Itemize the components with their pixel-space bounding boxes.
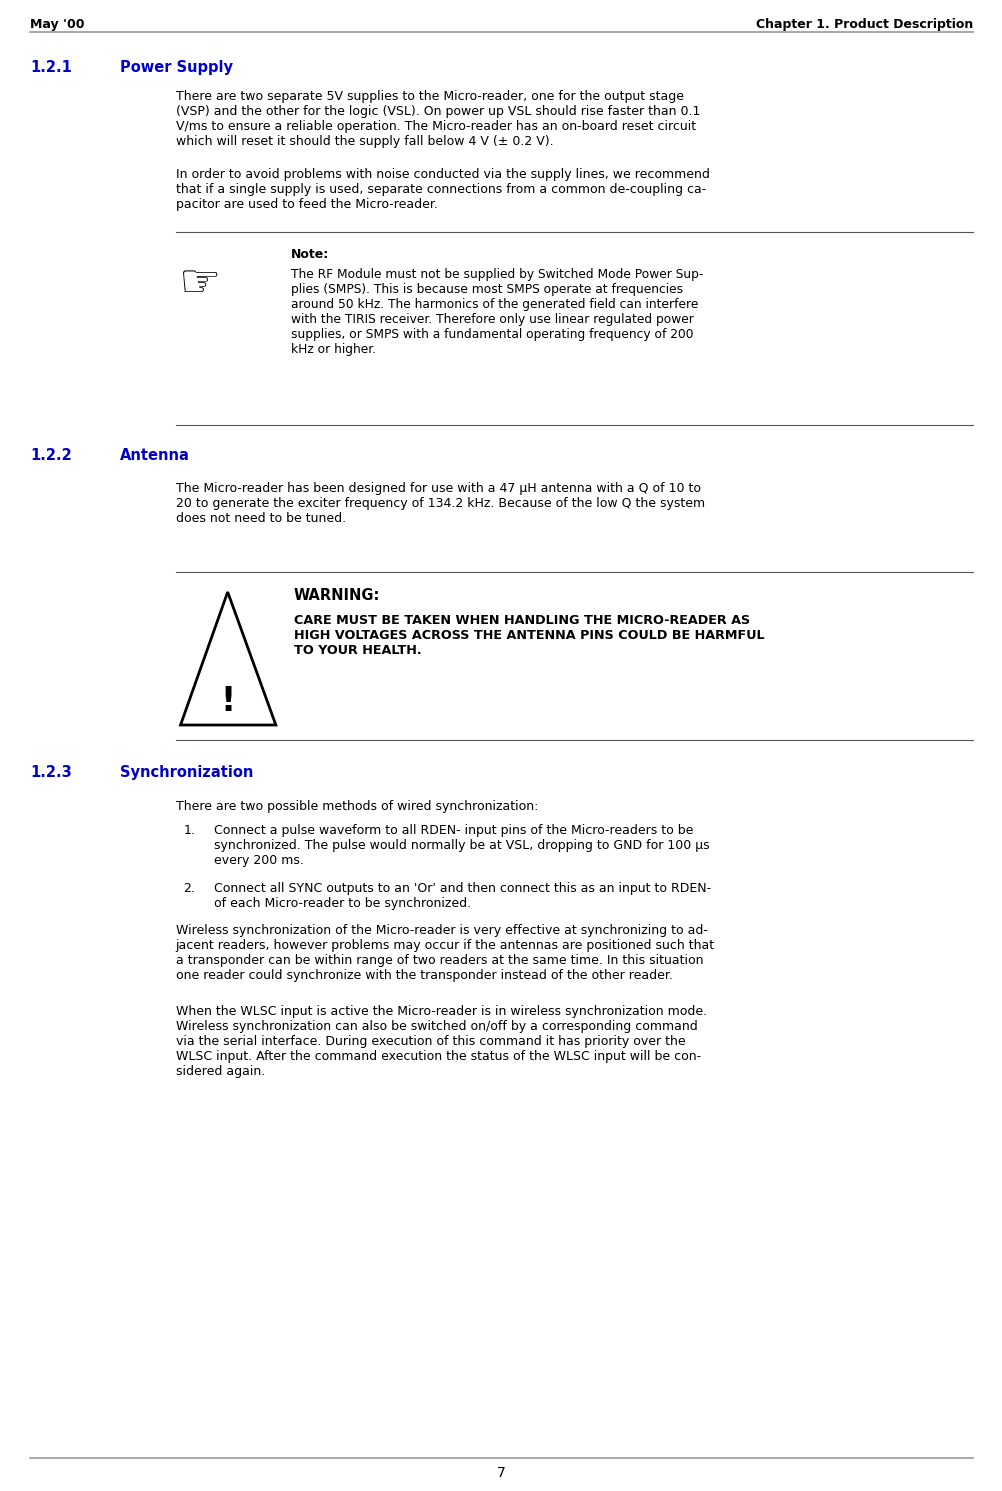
Text: May '00: May '00 xyxy=(30,18,84,31)
Text: When the WLSC input is active the Micro-reader is in wireless synchronization mo: When the WLSC input is active the Micro-… xyxy=(175,1005,706,1078)
Text: 1.2.1: 1.2.1 xyxy=(30,60,72,75)
Text: 7: 7 xyxy=(497,1466,505,1481)
Text: ☞: ☞ xyxy=(179,262,221,307)
Text: In order to avoid problems with noise conducted via the supply lines, we recomme: In order to avoid problems with noise co… xyxy=(175,168,708,212)
Text: Power Supply: Power Supply xyxy=(120,60,233,75)
Text: !: ! xyxy=(219,684,235,719)
Text: Antenna: Antenna xyxy=(120,447,190,464)
Text: The Micro-reader has been designed for use with a 47 µH antenna with a Q of 10 t: The Micro-reader has been designed for u… xyxy=(175,482,704,525)
Text: 2.: 2. xyxy=(183,883,195,895)
Text: There are two possible methods of wired synchronization:: There are two possible methods of wired … xyxy=(175,801,537,813)
Text: Wireless synchronization of the Micro-reader is very effective at synchronizing : Wireless synchronization of the Micro-re… xyxy=(175,924,714,983)
Text: There are two separate 5V supplies to the Micro-reader, one for the output stage: There are two separate 5V supplies to th… xyxy=(175,89,699,148)
Text: The RF Module must not be supplied by Switched Mode Power Sup-
plies (SMPS). Thi: The RF Module must not be supplied by Sw… xyxy=(291,268,702,356)
Text: Note:: Note: xyxy=(291,248,329,261)
Text: Chapter 1. Product Description: Chapter 1. Product Description xyxy=(755,18,972,31)
Text: CARE MUST BE TAKEN WHEN HANDLING THE MICRO-READER AS
HIGH VOLTAGES ACROSS THE AN: CARE MUST BE TAKEN WHEN HANDLING THE MIC… xyxy=(294,614,764,658)
Text: 1.2.2: 1.2.2 xyxy=(30,447,72,464)
Text: 1.: 1. xyxy=(183,825,195,836)
Text: Connect a pulse waveform to all RDEN- input pins of the Micro-readers to be
sync: Connect a pulse waveform to all RDEN- in… xyxy=(213,825,708,866)
Text: Connect all SYNC outputs to an 'Or' and then connect this as an input to RDEN-
o: Connect all SYNC outputs to an 'Or' and … xyxy=(213,883,710,910)
Text: Synchronization: Synchronization xyxy=(120,765,254,780)
Text: 1.2.3: 1.2.3 xyxy=(30,765,72,780)
Text: WARNING:: WARNING: xyxy=(294,587,380,602)
